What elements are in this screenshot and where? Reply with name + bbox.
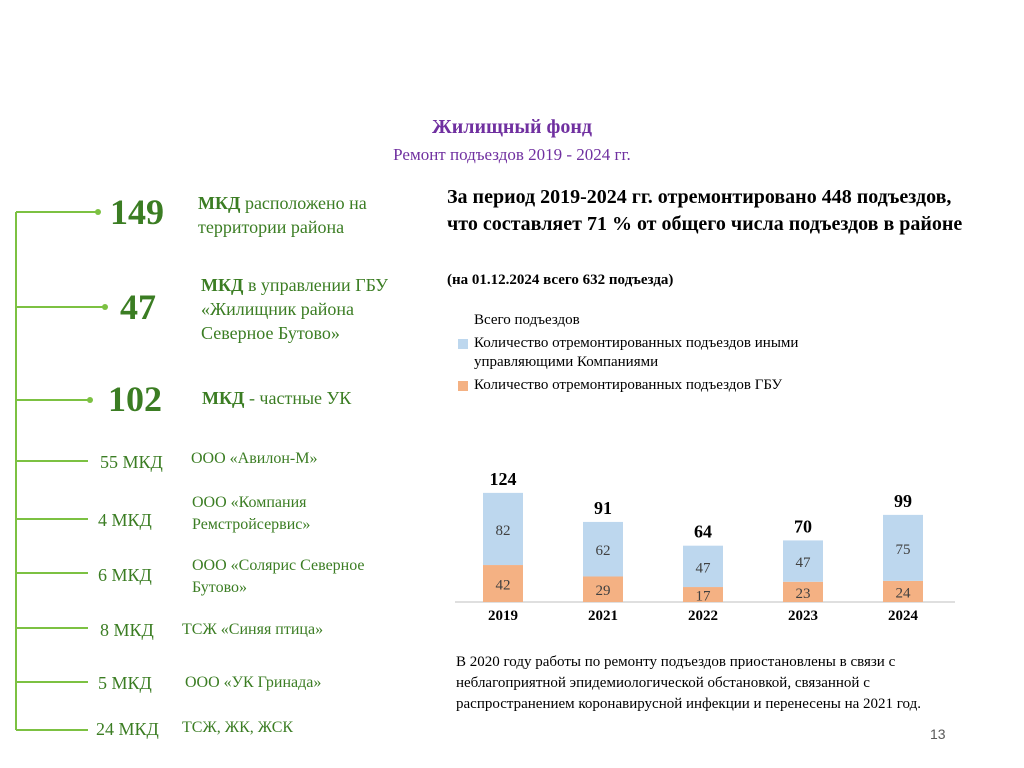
page-subtitle: Ремонт подъездов 2019 - 2024 гг. [393,145,631,164]
company-count: 4 МКД [98,510,152,530]
data-label-total: 64 [694,522,712,542]
bar-gbu [583,576,623,602]
company-count: 24 МКД [96,719,159,739]
data-label-gbu: 23 [796,586,811,602]
x-tick-label: 2023 [788,608,818,624]
x-tick-label: 2019 [488,608,518,624]
legend-swatch [458,381,468,391]
company-name: ООО «Авилон-М» [191,450,318,467]
data-label-gbu: 42 [496,578,511,594]
chart-legend: Всего подъездов Количество отремонтирова… [458,311,898,399]
company-count: 55 МКД [100,452,163,472]
data-label-total: 124 [490,469,517,489]
company-name: ООО «Солярис Северное Бутово» [192,557,365,596]
page-number: 13 [930,726,946,742]
tree-connector [15,209,108,731]
bar-gbu [683,587,723,602]
bar-other [783,540,823,582]
data-label-other: 47 [696,560,712,576]
company-count: 5 МКД [98,673,152,693]
bar-gbu [883,580,923,602]
gbu-mkd-number: 47 [120,287,156,327]
bar-gbu [783,581,823,602]
data-label-total: 70 [794,516,812,536]
stacked-bar-chart: 42 82 124 2019 29 62 91 2021 17 47 64 2022 23 47 70 202… [455,469,955,624]
company-name: ТСЖ «Синяя птица» [182,621,324,638]
gbu-mkd-desc: МКД в управлении ГБУ «Жилищник района Се… [201,275,389,343]
total-mkd-desc: МКД расположено на территории района [198,193,367,237]
footnote: В 2020 году работы по ремонту подъездов … [456,654,921,712]
data-label-total: 91 [594,498,612,518]
summary-note: (на 01.12.2024 всего 632 подъезда) [447,272,674,288]
summary-text: За период 2019-2024 гг. отремонтировано … [447,186,963,235]
bar-other [883,514,923,581]
x-tick-label: 2022 [688,608,718,624]
legend-swatch [458,339,468,349]
data-label-gbu: 29 [596,583,611,599]
company-name: ТСЖ, ЖК, ЖСК [182,719,294,736]
bar-other [683,545,723,588]
data-label-other: 82 [496,523,511,539]
bar-other [583,521,623,577]
x-tick-label: 2024 [888,608,919,624]
private-mkd-desc: МКД - частные УК [202,388,352,408]
bar-other [483,492,523,566]
x-tick-label: 2021 [588,608,618,624]
data-label-total: 99 [894,491,912,511]
private-mkd-number: 102 [108,379,162,419]
data-label-other: 62 [596,543,611,559]
company-name: ООО «Компания Ремстройсервис» [192,494,311,533]
company-name: ООО «УК Гринада» [185,674,322,691]
page-title: Жилищный фонд [431,116,593,138]
legend-item-gbu: Количество отремонтированных подъездов Г… [458,376,898,395]
legend-item-other: Количество отремонтированных подъездов и… [458,334,898,372]
data-label-other: 75 [896,542,911,558]
data-label-gbu: 17 [696,589,712,605]
legend-item-total: Всего подъездов [474,312,580,328]
bar-gbu [483,565,523,602]
total-mkd-number: 149 [110,192,164,232]
data-label-other: 47 [796,555,812,571]
company-count: 6 МКД [98,565,152,585]
data-label-gbu: 24 [896,585,912,601]
company-count: 8 МКД [100,620,154,640]
